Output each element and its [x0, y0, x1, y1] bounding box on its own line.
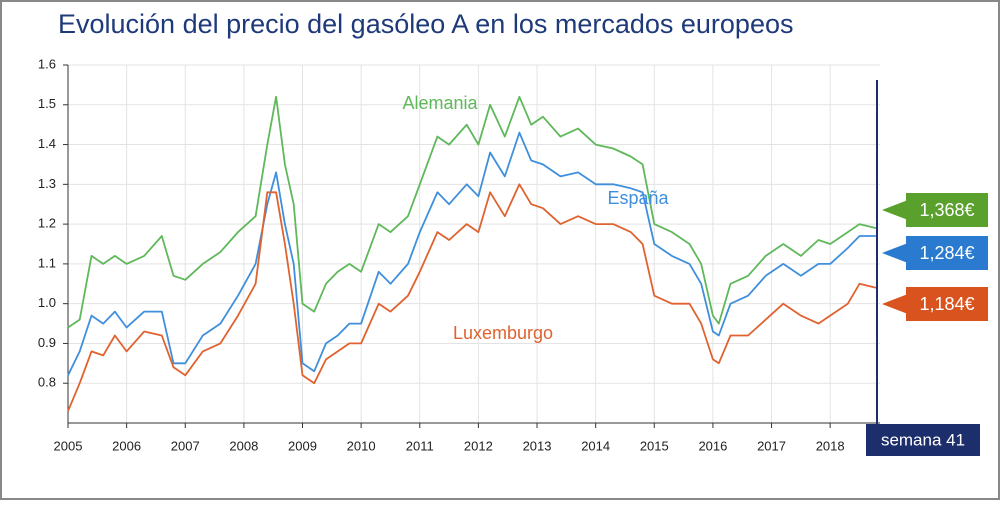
callout-arrow: [882, 200, 908, 220]
y-tick-label: 1.2: [38, 216, 56, 231]
y-tick-label: 1.6: [38, 56, 56, 71]
callout-label: 1,368€: [919, 200, 974, 220]
x-tick-label: 2014: [581, 438, 610, 453]
x-tick-label: 2005: [54, 438, 83, 453]
callout-label: 1,284€: [919, 243, 974, 263]
y-tick-label: 1.1: [38, 255, 56, 270]
series-label: Luxemburgo: [453, 323, 553, 343]
callout-box: [906, 236, 988, 270]
x-tick-label: 2007: [171, 438, 200, 453]
x-tick-label: 2018: [816, 438, 845, 453]
week-label: semana 41: [881, 430, 965, 449]
series-line: [67, 183, 877, 412]
x-tick-label: 2017: [757, 438, 786, 453]
y-tick-label: 0.8: [38, 375, 56, 390]
y-tick-label: 1.5: [38, 96, 56, 111]
week-box: [866, 424, 980, 456]
x-tick-label: 2008: [229, 438, 258, 453]
callout-box: [906, 193, 988, 227]
x-tick-label: 2013: [523, 438, 552, 453]
y-tick-label: 1.3: [38, 176, 56, 191]
x-tick-label: 2011: [406, 438, 434, 453]
x-tick-label: 2012: [464, 438, 493, 453]
x-tick-label: 2009: [288, 438, 317, 453]
callout-arrow: [882, 243, 908, 263]
series-label: España: [607, 188, 669, 208]
x-tick-label: 2016: [698, 438, 727, 453]
series-label: Alemania: [402, 93, 478, 113]
y-tick-label: 1.4: [38, 136, 56, 151]
x-tick-label: 2015: [640, 438, 669, 453]
y-tick-label: 1.0: [38, 295, 56, 310]
chart-title: Evolución del precio del gasóleo A en lo…: [58, 9, 793, 39]
callout-label: 1,184€: [919, 294, 974, 314]
x-tick-label: 2010: [347, 438, 376, 453]
callout-box: [906, 287, 988, 321]
y-tick-label: 0.9: [38, 335, 56, 350]
x-tick-label: 2006: [112, 438, 141, 453]
series-line: [67, 131, 876, 376]
callout-arrow: [882, 294, 908, 314]
series-line: [67, 95, 877, 329]
